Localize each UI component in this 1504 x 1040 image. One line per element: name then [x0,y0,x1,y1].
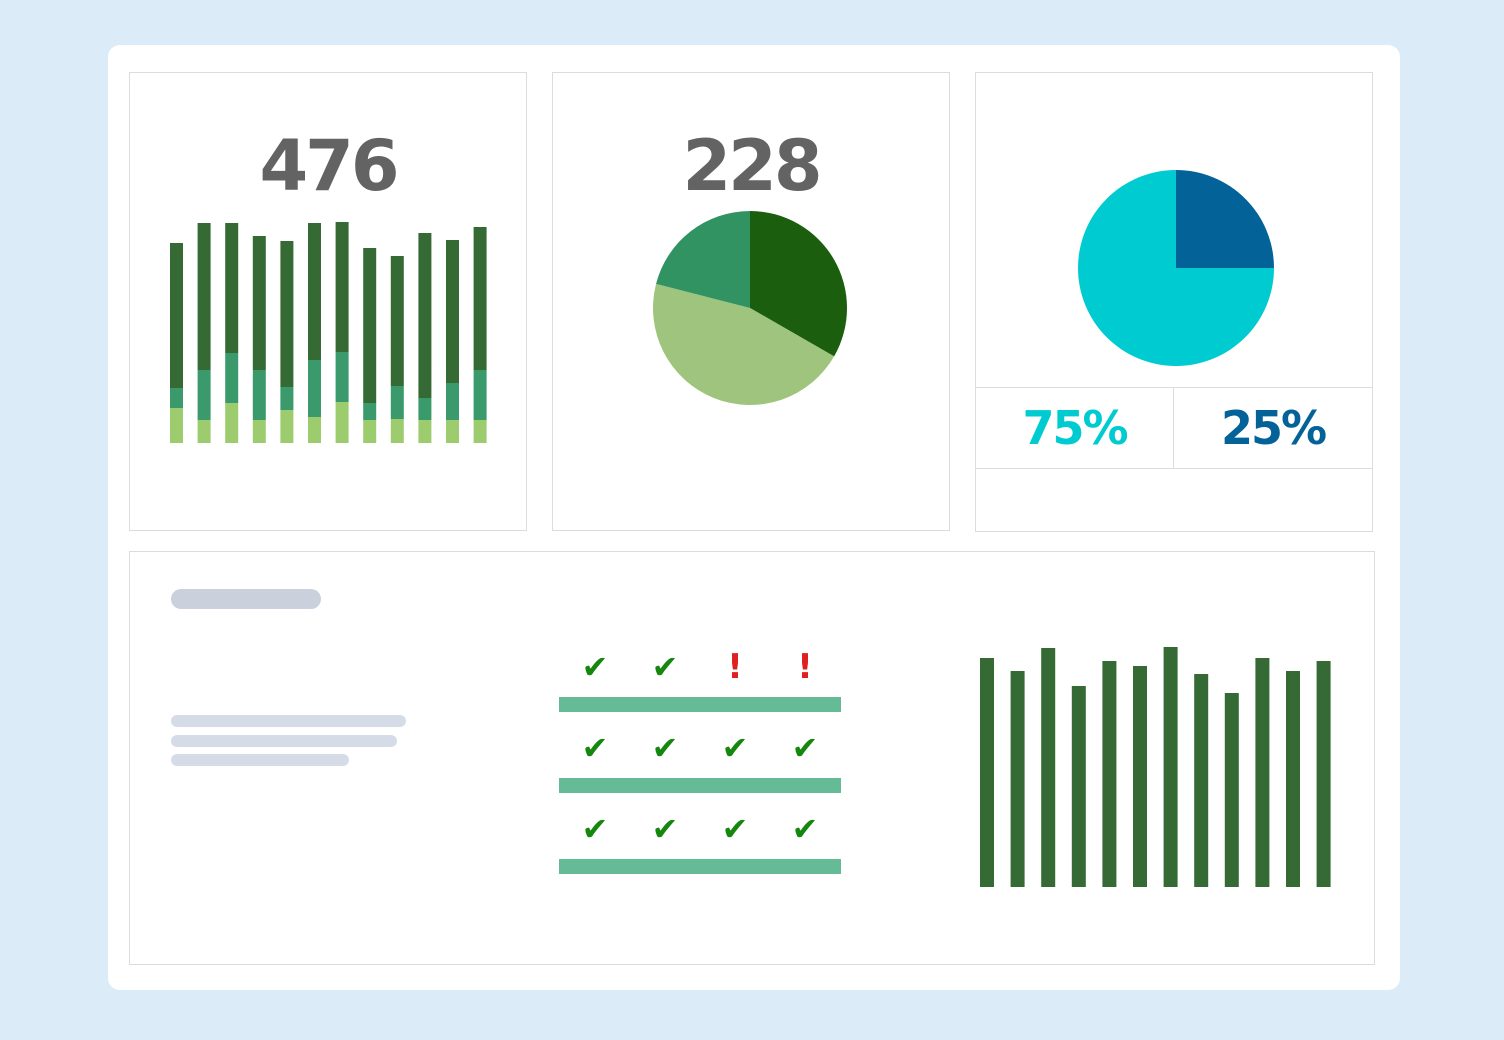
bar-segment [225,403,239,443]
bar-segment [473,370,487,420]
pie-slice [750,211,847,357]
status-grid: ✔ ✔! ! ✔ ✔ ✔ ✔ ✔ ✔ ✔ ✔ [559,647,841,874]
bar-segment [363,420,377,443]
bar [1133,666,1147,887]
split-panel[interactable]: 75% 25% [975,72,1373,532]
row-stripe [559,778,841,793]
check-icon: ✔ [722,810,749,848]
split-left-percent: 75% [976,388,1174,468]
bar-segment [280,387,294,410]
bar-segment [280,241,294,387]
check-icon: ✔ [582,810,609,848]
bar [1163,647,1178,887]
bar-segment [363,403,377,420]
stacked-bar-chart [170,222,487,443]
text-line-placeholder [171,715,406,727]
title-placeholder [171,589,321,609]
bar-segment [225,353,239,403]
row-stripe [559,697,841,712]
check-icon: ✔ [652,648,679,686]
bar-segment [225,223,239,353]
detail-panel[interactable]: ✔ ✔!! ✔ ✔ ✔ ✔ ✔ ✔ ✔ ✔ [129,551,1375,965]
bar-segment [473,227,487,370]
bar-segment [418,398,432,420]
bar-segment [390,386,404,419]
bar [1286,671,1300,887]
split-pie-chart [1078,170,1274,366]
bar-segment [446,240,459,383]
bar [1102,661,1117,887]
check-icon: ✔ [792,729,819,767]
split-right-percent: 25% [1220,401,1327,455]
bar-segment [446,420,459,443]
bar [1255,658,1270,887]
kpi-panel-breakdown[interactable]: 228 [552,72,950,531]
pie-slice [653,283,835,406]
bar-segment [280,410,294,443]
check-icon: ✔ [582,648,609,686]
bar-segment [363,248,377,403]
check-icon: ✔ [722,729,749,767]
bar-chart [980,647,1331,887]
green-pie-chart [653,211,847,406]
row-stripe [559,859,841,874]
bar [1316,661,1331,887]
bar-segment [390,419,404,443]
check-icon: ✔ [582,729,609,767]
bar-segment [418,233,432,398]
bar-segment [197,370,211,420]
bar-segment [335,352,349,402]
bar [980,658,994,887]
bar [1041,648,1056,887]
pie-slice [656,211,750,308]
bar [1071,686,1086,887]
check-icon: ✔ [652,810,679,848]
bar-segment [252,236,266,370]
bar-segment [446,383,459,420]
dashboard-board: 476 228 75% 25% ✔ ✔!! ✔ ✔ ✔ ✔ ✔ ✔ ✔ ✔ [108,45,1400,990]
bar-segment [170,243,183,388]
bar-segment [252,370,266,420]
bar [1224,693,1239,887]
bar-segment [308,223,321,360]
bar-segment [170,408,183,443]
bar-segment [390,256,404,386]
kpi-total-value: 476 [259,125,399,207]
alert-icon: ! [727,647,743,687]
check-icon: ✔ [792,810,819,848]
pie-slice [1176,170,1274,268]
bar-segment [335,402,349,443]
bar-segment [308,417,321,443]
bar-segment [197,223,211,370]
alert-icon: ! [797,647,813,687]
bar-segment [473,420,487,443]
bar-segment [197,420,211,443]
bar-segment [308,360,321,417]
bar-segment [335,222,349,352]
bar [1010,671,1025,887]
text-line-placeholder [171,735,397,747]
bar-segment [252,420,266,443]
split-legend-row: 75% 25% [976,387,1372,469]
bar-segment [170,388,183,408]
text-line-placeholder [171,754,349,766]
bar-segment [418,420,432,443]
kpi-breakdown-value: 228 [682,125,822,207]
kpi-panel-total[interactable]: 476 [129,72,527,531]
bar [1194,674,1209,887]
check-icon: ✔ [652,729,679,767]
